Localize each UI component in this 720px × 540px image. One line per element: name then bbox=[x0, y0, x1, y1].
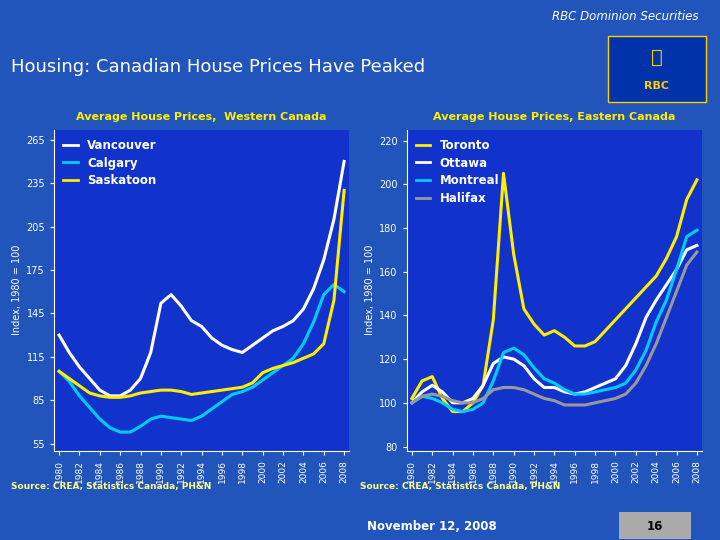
Text: Source: CREA, Statistics Canada, PH&N: Source: CREA, Statistics Canada, PH&N bbox=[360, 482, 560, 490]
FancyBboxPatch shape bbox=[619, 512, 691, 538]
Text: RBC Dominion Securities: RBC Dominion Securities bbox=[552, 10, 698, 23]
Text: Average House Prices, Eastern Canada: Average House Prices, Eastern Canada bbox=[433, 111, 675, 122]
Text: November 12, 2008: November 12, 2008 bbox=[367, 520, 497, 533]
Text: 🦁: 🦁 bbox=[651, 48, 662, 66]
Text: RBC: RBC bbox=[644, 81, 669, 91]
Text: 16: 16 bbox=[647, 520, 663, 533]
Y-axis label: Index, 1980 = 100: Index, 1980 = 100 bbox=[12, 245, 22, 335]
Legend: Vancouver, Calgary, Saskatoon: Vancouver, Calgary, Saskatoon bbox=[60, 136, 161, 191]
Legend: Toronto, Ottawa, Montreal, Halifax: Toronto, Ottawa, Montreal, Halifax bbox=[413, 136, 503, 209]
Text: Housing: Canadian House Prices Have Peaked: Housing: Canadian House Prices Have Peak… bbox=[11, 58, 425, 76]
Y-axis label: Index, 1980 = 100: Index, 1980 = 100 bbox=[365, 245, 375, 335]
Text: Source: CREA, Statistics Canada, PH&N: Source: CREA, Statistics Canada, PH&N bbox=[11, 482, 211, 490]
Text: Average House Prices,  Western Canada: Average House Prices, Western Canada bbox=[76, 111, 327, 122]
FancyBboxPatch shape bbox=[608, 36, 706, 102]
